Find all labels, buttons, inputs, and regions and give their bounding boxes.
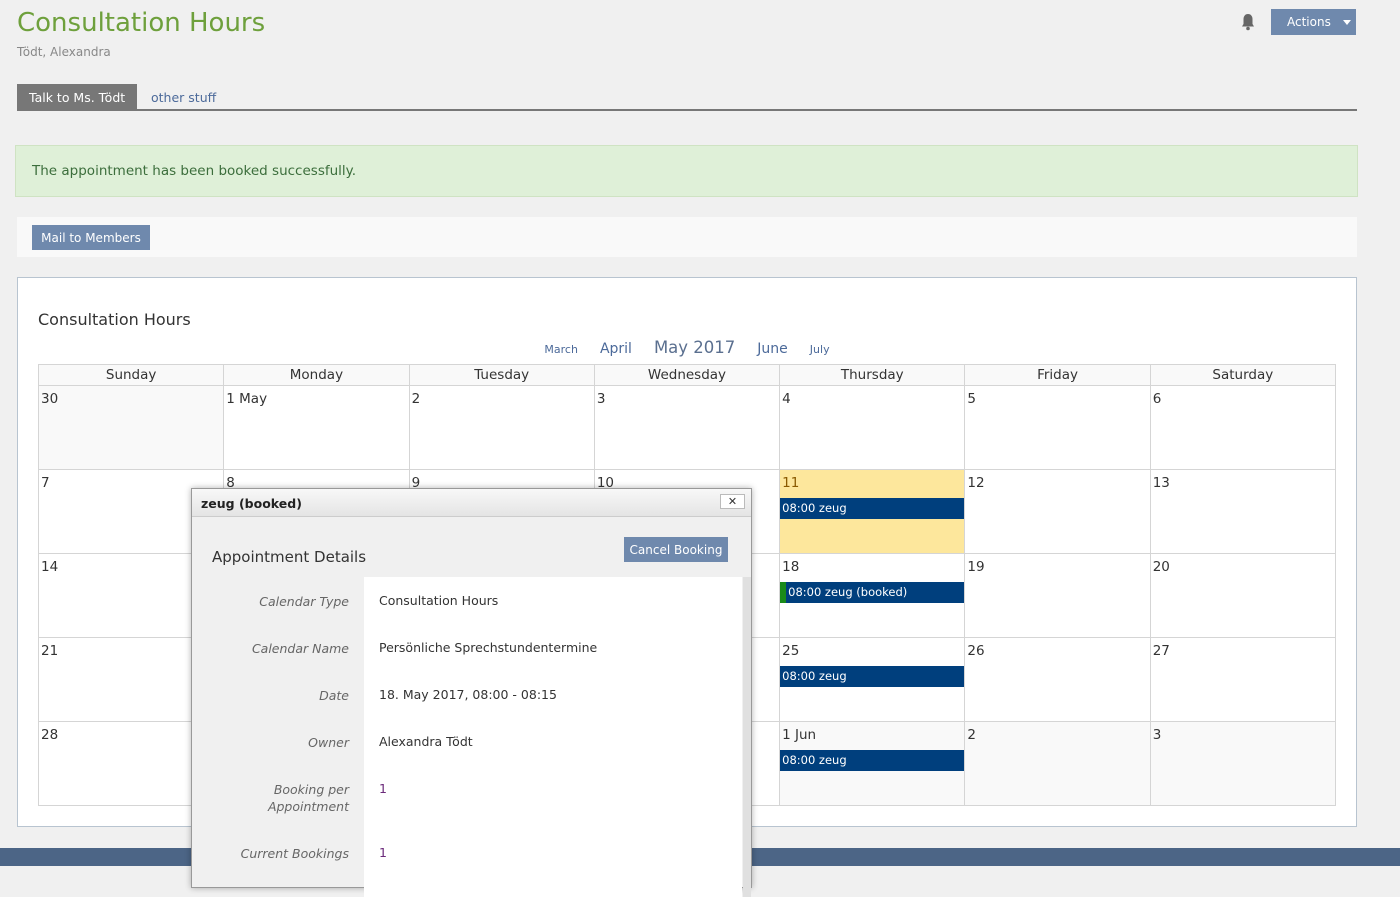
actions-label: Actions [1287, 15, 1331, 29]
calendar-week: 7 8 9 10 11 08:00 zeug 12 13 [37, 469, 1337, 554]
weekday-header: Thursday [779, 364, 966, 386]
day-number: 30 [41, 391, 59, 407]
detail-value: Consultation Hours [379, 593, 499, 608]
day-number: 21 [41, 643, 59, 659]
day-number: 13 [1152, 475, 1170, 491]
weekday-header: Wednesday [593, 364, 781, 386]
day-number: 3 [596, 391, 606, 407]
day-cell[interactable]: 1 Jun 08:00 zeug [779, 721, 966, 806]
day-number: 14 [41, 559, 59, 575]
current-month: May 2017 [653, 338, 736, 357]
page-title: Consultation Hours [17, 8, 266, 38]
month-link-march[interactable]: March [544, 343, 578, 356]
day-cell[interactable]: 11 08:00 zeug [779, 469, 966, 554]
day-number: 9 [411, 475, 421, 491]
day-cell[interactable]: 4 [779, 385, 966, 470]
calendar-event[interactable]: 08:00 zeug [780, 750, 965, 771]
day-number: 10 [596, 475, 615, 491]
day-cell[interactable]: 20 [1149, 553, 1337, 638]
detail-label: Current Bookings [240, 846, 349, 861]
detail-label: Owner [308, 735, 349, 750]
close-icon[interactable]: ✕ [720, 494, 745, 509]
month-nav: March April May 2017 June July [18, 338, 1356, 357]
weekday-header: Saturday [1149, 364, 1337, 386]
month-link-june[interactable]: June [757, 341, 788, 357]
day-number: 26 [967, 643, 985, 659]
day-cell[interactable]: 25 08:00 zeug [779, 637, 966, 722]
actions-button[interactable]: Actions [1271, 9, 1356, 35]
dialog-title: zeug (booked) [192, 489, 751, 517]
day-cell[interactable]: 19 [964, 553, 1151, 638]
weekday-header: Monday [223, 364, 410, 386]
calendar-title: Consultation Hours [38, 310, 191, 329]
detail-value: Alexandra Tödt [379, 734, 473, 749]
day-number: 28 [41, 727, 59, 743]
day-cell[interactable]: 2 [964, 721, 1151, 806]
cancel-booking-button[interactable]: Cancel Booking [624, 537, 728, 562]
page-subtitle: Tödt, Alexandra [17, 45, 111, 59]
calendar-week: 30 1 May 2 3 4 5 6 [37, 385, 1337, 470]
day-number: 12 [967, 475, 985, 491]
day-cell[interactable]: 13 [1149, 469, 1337, 554]
tab-bar: Talk to Ms. Tödt other stuff [17, 84, 1357, 111]
month-link-april[interactable]: April [599, 341, 632, 357]
day-cell[interactable]: 3 [593, 385, 781, 470]
calendar-event[interactable]: 08:00 zeug [780, 498, 965, 519]
detail-value: 18. May 2017, 08:00 - 08:15 [379, 687, 557, 702]
day-number: 19 [967, 559, 985, 575]
day-number: 7 [41, 475, 50, 491]
caret-down-icon [1342, 19, 1351, 25]
day-number: 6 [1152, 391, 1162, 407]
day-cell[interactable]: 1 May [223, 385, 410, 470]
calendar-event[interactable]: 08:00 zeug [780, 666, 965, 687]
detail-label: Calendar Type [259, 594, 349, 609]
day-cell[interactable]: 5 [964, 385, 1151, 470]
day-cell[interactable]: 12 [964, 469, 1151, 554]
success-alert: The appointment has been booked successf… [15, 145, 1358, 197]
month-link-july[interactable]: July [809, 343, 830, 356]
day-number: 25 [782, 643, 800, 659]
day-cell[interactable]: 2 [408, 385, 595, 470]
detail-value: Persönliche Sprechstundentermine [379, 640, 598, 655]
day-number: 3 [1152, 727, 1162, 743]
day-number: 18 [782, 559, 800, 575]
details-form: Calendar Type Consultation Hours Calendar … [241, 577, 742, 897]
day-number: 11 [782, 475, 800, 491]
detail-value: 1 [379, 781, 387, 796]
day-number: 2 [411, 391, 421, 407]
tab-other-stuff[interactable]: other stuff [151, 90, 217, 105]
day-cell[interactable]: 26 [964, 637, 1151, 722]
detail-label: Date [319, 688, 349, 703]
day-cell[interactable]: 30 [37, 385, 225, 470]
day-number: 8 [226, 475, 235, 491]
weekday-header: Sunday [37, 364, 225, 386]
detail-value: 1 [379, 845, 387, 860]
detail-label: Calendar Name [251, 641, 349, 656]
day-cell[interactable]: 27 [1149, 637, 1337, 722]
tab-talk[interactable]: Talk to Ms. Tödt [17, 84, 138, 110]
dialog-heading: Appointment Details [212, 548, 367, 566]
detail-label: Booking per Appointment [267, 782, 349, 814]
calendar-event[interactable]: 08:00 zeug (booked) [780, 582, 965, 603]
mail-to-members-button[interactable]: Mail to Members [32, 225, 150, 250]
appointment-dialog: zeug (booked) ✕ Appointment Details Canc… [191, 488, 752, 897]
bell-icon[interactable] [1241, 13, 1255, 31]
day-number: 4 [782, 391, 791, 407]
day-cell[interactable]: 18 08:00 zeug (booked) [779, 553, 966, 638]
weekday-header: Friday [964, 364, 1151, 386]
day-number: 2 [967, 727, 976, 743]
dialog-scrollbar[interactable] [743, 577, 751, 897]
day-cell[interactable]: 3 [1149, 721, 1337, 806]
day-number: 1 Jun [782, 727, 817, 743]
day-number: 20 [1152, 559, 1170, 575]
day-cell[interactable]: 6 [1149, 385, 1337, 470]
toolbar: Mail to Members [17, 217, 1357, 257]
weekday-header: Tuesday [408, 364, 595, 386]
day-number: 1 May [226, 391, 268, 407]
day-number: 5 [967, 391, 976, 407]
day-number: 27 [1152, 643, 1170, 659]
